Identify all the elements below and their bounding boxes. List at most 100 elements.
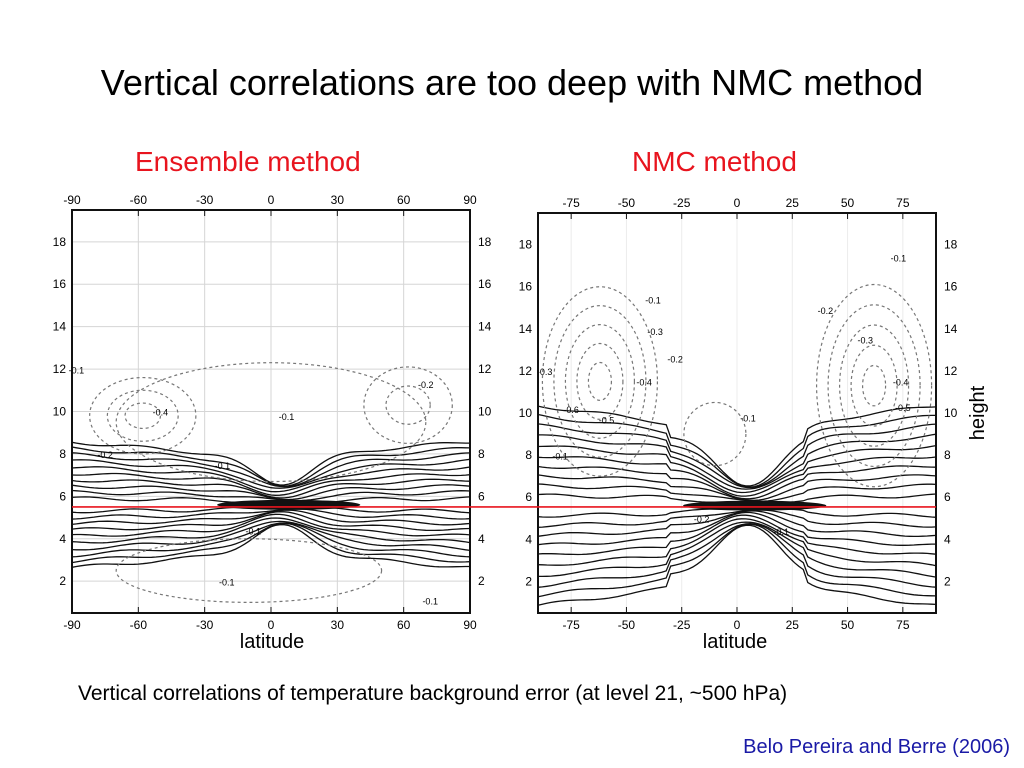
positive-contour [71, 484, 471, 501]
contour-label: -0.4 [893, 378, 909, 388]
y-tick-label-right: 6 [478, 489, 485, 503]
positive-contour [537, 483, 937, 502]
y-tick-label-left: 16 [519, 280, 533, 294]
y-tick-label-right: 14 [478, 320, 492, 334]
nmc-panel-title: NMC method [632, 146, 797, 177]
y-tick-label-right: 14 [944, 322, 958, 336]
y-tick-label-right: 18 [944, 238, 958, 252]
y-tick-label-right: 18 [478, 235, 492, 249]
nmc-contour-panel: -0.3 -0.1 -0.3 -0.2 -0.4 -0.6 -0.5 -0.1 -0.1 -0.1… [519, 196, 989, 650]
positive-contour [71, 452, 471, 488]
negative-contour [89, 376, 197, 455]
negative-contour [363, 366, 453, 444]
positive-contour [537, 405, 937, 487]
slide-title: Vertical correlations are too deep with … [100, 62, 924, 103]
positive-contour [71, 520, 471, 552]
negative-contour [124, 402, 162, 430]
y-tick-label-left: 6 [525, 490, 532, 504]
x-tick-label-top: 60 [397, 193, 411, 207]
x-tick-label-bottom: -60 [130, 618, 148, 632]
ensemble-panel-title: Ensemble method [135, 146, 361, 177]
contour-label: -0.1 [69, 365, 85, 375]
y-tick-label-left: 8 [525, 448, 532, 462]
positive-contour [71, 478, 471, 499]
x-tick-label-top: 0 [268, 193, 275, 207]
y-tick-label-right: 4 [478, 532, 485, 546]
contour-label: -0.3 [857, 336, 873, 346]
negative-contour [564, 324, 636, 439]
x-tick-label-bottom: -50 [618, 618, 636, 632]
positive-contour [537, 523, 937, 598]
y-tick-label-right: 2 [478, 574, 485, 588]
x-tick-label-bottom: -30 [196, 618, 214, 632]
positive-contour [71, 466, 471, 493]
negative-contour [385, 385, 431, 425]
x-tick-label-bottom: -75 [562, 618, 580, 632]
positive-contour [71, 513, 471, 537]
contour-label: -0.1 [740, 413, 756, 423]
y-tick-label-right: 12 [478, 362, 492, 376]
y-tick-label-left: 2 [59, 574, 66, 588]
contour-label: -0.2 [667, 354, 683, 364]
y-tick-label-right: 10 [478, 405, 492, 419]
negative-contour [576, 342, 624, 420]
positive-contour [537, 510, 937, 538]
y-tick-label-left: 10 [53, 405, 67, 419]
positive-contour [537, 514, 937, 556]
y-tick-label-right: 6 [944, 490, 951, 504]
positive-contour [71, 522, 471, 558]
x-tick-label-top: 90 [463, 193, 477, 207]
positive-contour [71, 489, 471, 502]
negative-contour [553, 305, 647, 458]
negative-contour [850, 344, 898, 427]
y-tick-label-right: 10 [944, 406, 958, 420]
y-tick-label-left: 16 [53, 277, 67, 291]
positive-contour [71, 458, 471, 489]
contour-label: -0.1 [219, 577, 235, 587]
x-tick-label-bottom: 60 [397, 618, 411, 632]
y-tick-label-right: 16 [944, 280, 958, 294]
y-tick-label-left: 18 [519, 238, 533, 252]
contour-label: -0.1 [215, 461, 231, 471]
y-tick-label-left: 14 [53, 320, 67, 334]
y-tick-label-left: 2 [525, 574, 532, 588]
negative-contour [115, 362, 427, 483]
positive-contour [71, 472, 471, 496]
x-tick-label-top: -25 [673, 196, 691, 210]
y-tick-label-left: 6 [59, 489, 66, 503]
contour-label: -0.5 [599, 416, 615, 426]
y-tick-label-right: 8 [944, 448, 951, 462]
x-tick-label-top: -60 [130, 193, 148, 207]
correlation-core [217, 499, 361, 510]
y-tick-label-left: 18 [53, 235, 67, 249]
x-tick-label-bottom: 90 [463, 618, 477, 632]
positive-contour [537, 456, 937, 497]
y-tick-label-left: 4 [525, 532, 532, 546]
negative-contour [815, 283, 933, 488]
contour-label: -0.1 [246, 527, 262, 537]
contour-label: -0.4 [153, 408, 169, 418]
positive-contour [71, 441, 470, 486]
positive-contour [537, 518, 937, 567]
contour-label: -0.6 [563, 405, 579, 415]
y-axis-label: height [967, 385, 989, 440]
x-tick-label-top: 75 [896, 196, 910, 210]
positive-contour [537, 524, 937, 606]
x-tick-label-top: 30 [331, 193, 345, 207]
contour-label: -0.1 [279, 412, 295, 422]
figure-caption: Vertical correlations of temperature bac… [78, 682, 788, 705]
positive-contour [71, 509, 471, 526]
x-tick-label-bottom: 25 [786, 618, 800, 632]
y-tick-label-left: 12 [53, 362, 67, 376]
y-tick-label-right: 16 [478, 277, 492, 291]
positive-contour [71, 508, 471, 520]
x-tick-label-top: -50 [618, 196, 636, 210]
contour-label: -0.5 [895, 403, 911, 413]
citation: Belo Pereira and Berre (2006) [743, 736, 1010, 758]
negative-contour [827, 304, 921, 468]
positive-contour [538, 433, 937, 490]
contour-label: -0.1 [891, 253, 907, 263]
contour-label: -0.3 [537, 367, 553, 377]
negative-contour [683, 401, 747, 467]
y-tick-label-right: 8 [478, 447, 485, 461]
